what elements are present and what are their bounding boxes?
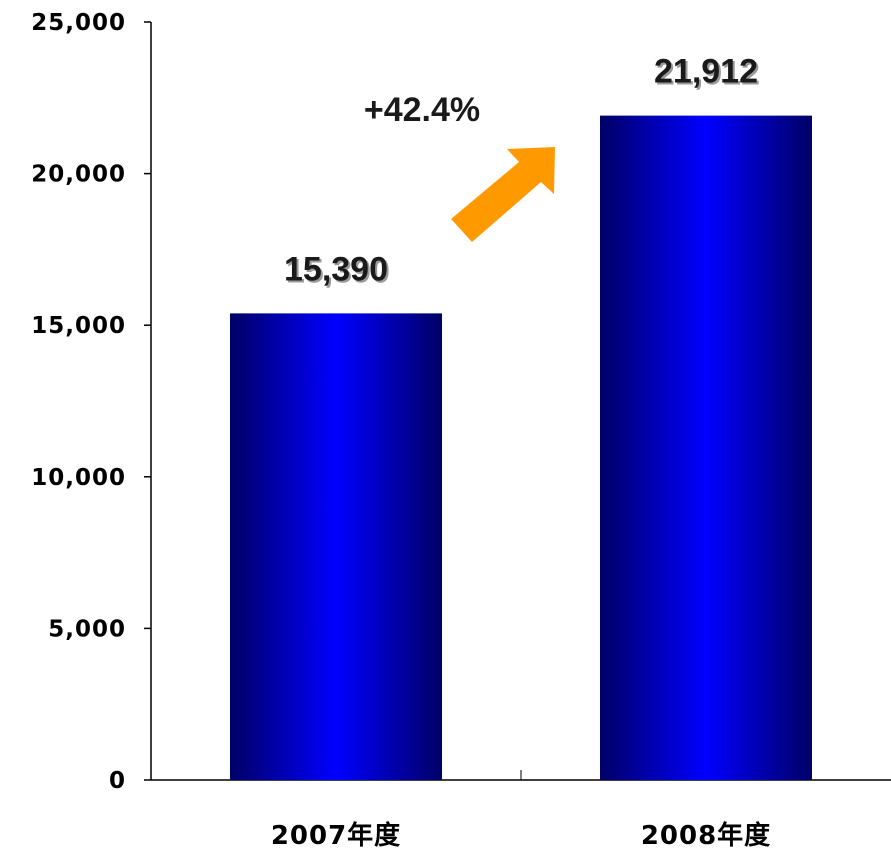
y-tick-label: 20,000 (31, 162, 126, 188)
value-label-shadow: 21,912 (656, 55, 760, 93)
growth-annotation: +42.4% (364, 91, 555, 242)
category-labels: 2007年度 2008年度 (271, 820, 771, 851)
category-label: 2008年度 (641, 820, 771, 851)
growth-arrow-icon (451, 147, 555, 242)
bar (230, 313, 442, 780)
y-tick-label: 10,000 (31, 465, 126, 491)
y-tick-label: 15,000 (31, 313, 126, 339)
value-label: 15,390 (284, 250, 388, 288)
bars (230, 115, 812, 780)
value-label-shadow: 15,390 (286, 252, 390, 290)
bar (600, 115, 812, 780)
value-label: 21,912 (654, 53, 758, 91)
y-tick-label: 25,000 (31, 10, 126, 36)
y-tick-label: 0 (109, 768, 126, 794)
category-label: 2007年度 (271, 820, 401, 851)
growth-percentage-label: +42.4% (364, 91, 480, 129)
y-tick-label: 5,000 (48, 616, 126, 642)
y-axis: 0 5,000 10,000 15,000 20,000 25,000 (31, 10, 152, 794)
